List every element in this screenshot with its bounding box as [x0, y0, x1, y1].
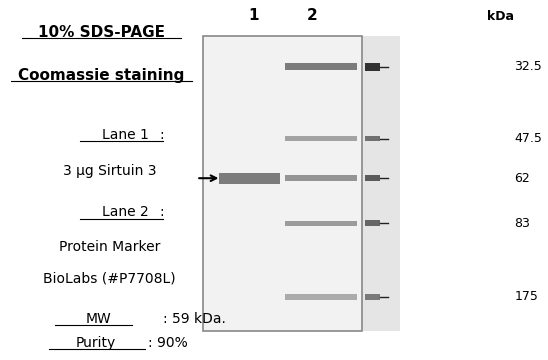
- Text: 1: 1: [248, 8, 259, 23]
- Bar: [365, 175, 380, 181]
- Text: kDa: kDa: [487, 10, 515, 23]
- Bar: [285, 63, 357, 70]
- Text: BioLabs (#P7708L): BioLabs (#P7708L): [43, 272, 176, 286]
- Text: 3 μg Sirtuin 3: 3 μg Sirtuin 3: [63, 164, 156, 178]
- Text: Lane 1: Lane 1: [102, 128, 149, 142]
- Text: Coomassie staining: Coomassie staining: [18, 68, 185, 84]
- Bar: [365, 136, 380, 141]
- Text: Protein Marker: Protein Marker: [59, 240, 160, 253]
- Text: 83: 83: [514, 217, 530, 230]
- Text: MW: MW: [86, 312, 112, 325]
- Text: 2: 2: [306, 8, 317, 23]
- Text: : 59 kDa.: : 59 kDa.: [163, 312, 226, 325]
- Bar: [285, 221, 357, 226]
- Bar: [362, 36, 399, 331]
- Text: 47.5: 47.5: [514, 132, 542, 145]
- Text: 32.5: 32.5: [514, 60, 542, 73]
- Text: :: :: [159, 206, 164, 219]
- Bar: [219, 173, 280, 184]
- Text: Lane 2: Lane 2: [102, 206, 149, 219]
- Bar: [365, 220, 380, 226]
- Bar: [285, 136, 357, 141]
- Bar: [285, 294, 357, 300]
- Text: 62: 62: [514, 172, 530, 185]
- Bar: [203, 36, 362, 331]
- Bar: [365, 294, 380, 300]
- Bar: [365, 63, 380, 71]
- Text: : 90%: : 90%: [149, 336, 188, 350]
- Bar: [285, 175, 357, 181]
- Text: :: :: [159, 128, 164, 142]
- Text: 175: 175: [514, 291, 538, 303]
- Text: Purity: Purity: [76, 336, 116, 350]
- Text: 10% SDS-PAGE: 10% SDS-PAGE: [38, 25, 165, 40]
